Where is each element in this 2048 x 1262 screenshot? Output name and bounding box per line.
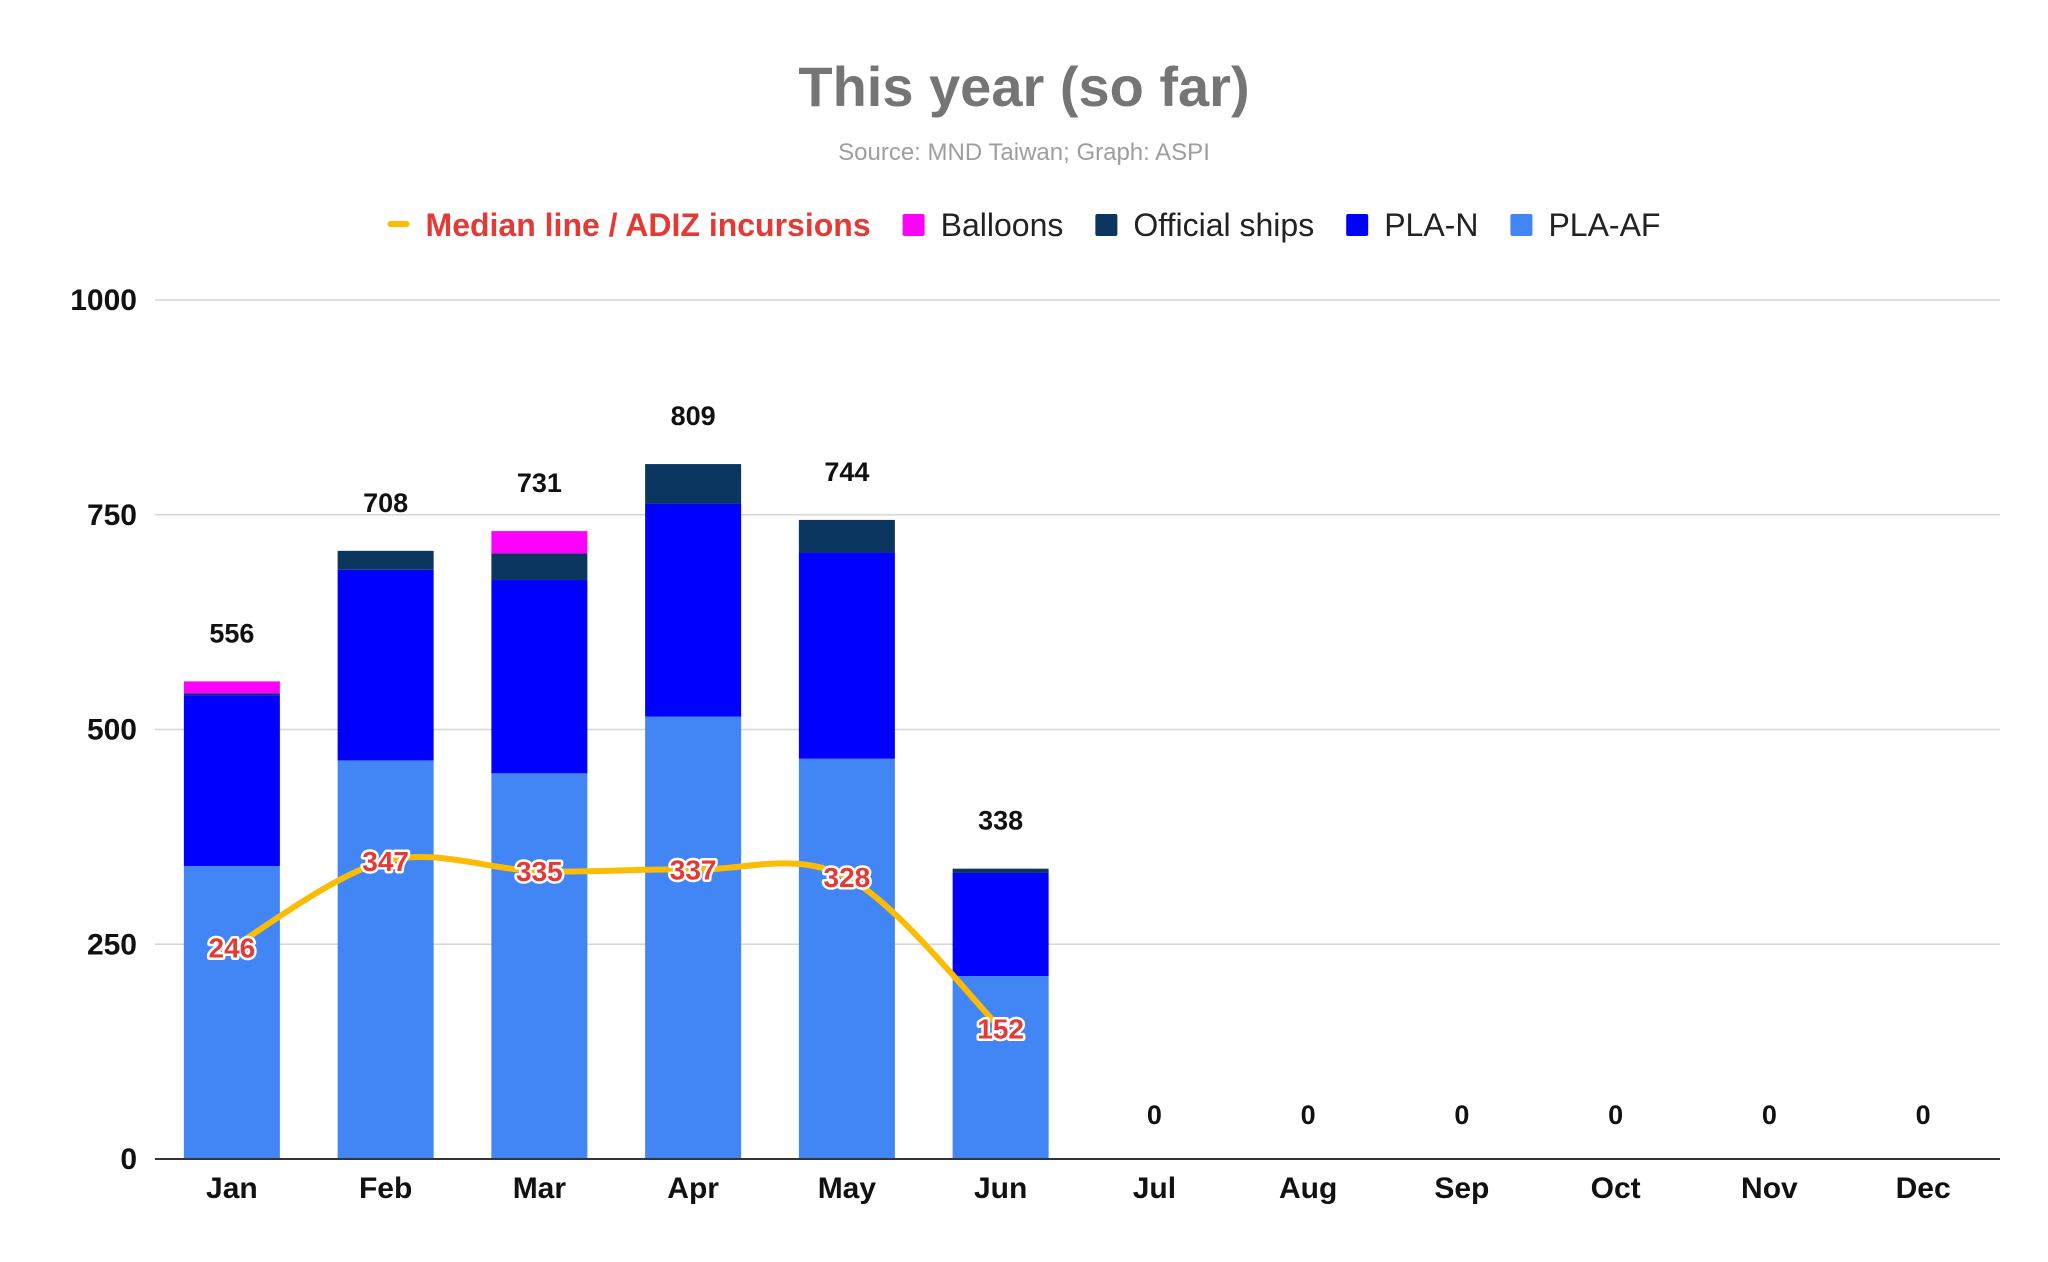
bar-official-ships <box>183 693 280 696</box>
x-tick-label: Aug <box>1279 1172 1337 1205</box>
total-label: 708 <box>363 488 408 518</box>
legend-swatch <box>1510 214 1533 236</box>
x-tick-label: Apr <box>667 1172 719 1205</box>
bar-pla-af <box>645 716 742 1159</box>
x-tick-label: Jan <box>206 1172 258 1205</box>
median-line-label: 328 <box>824 862 871 893</box>
bar-balloons <box>491 531 588 554</box>
y-tick-label: 1000 <box>70 284 137 317</box>
median-line-label: 347 <box>362 846 409 877</box>
median-line-series: 246 347 335 337 328 152 <box>206 843 1026 1047</box>
bar-pla-af <box>337 760 434 1159</box>
x-tick-label: Jul <box>1133 1172 1176 1205</box>
bars <box>183 464 1049 1159</box>
legend-swatch <box>902 214 925 236</box>
legend-item-pla-af: PLA-AF <box>1510 207 1660 243</box>
bar-official-ships <box>798 519 895 553</box>
x-axis-ticks: Jan Feb Mar Apr May Jun Jul Aug Sep Oct Nov Dec <box>206 1172 1951 1205</box>
total-label: 744 <box>824 457 869 487</box>
legend-label: Official ships <box>1133 207 1314 243</box>
y-tick-label: 250 <box>87 928 137 961</box>
x-tick-label: Mar <box>513 1172 567 1205</box>
legend-label: Balloons <box>941 207 1064 243</box>
legend-label: PLA-N <box>1384 207 1478 243</box>
bar-pla-n <box>952 872 1049 977</box>
legend-swatch-line <box>387 221 410 227</box>
x-tick-label: Dec <box>1896 1172 1951 1205</box>
total-label: 0 <box>1301 1100 1316 1130</box>
x-tick-label: Jun <box>974 1172 1027 1205</box>
bar-pla-n <box>337 569 434 761</box>
total-label: 0 <box>1608 1100 1623 1130</box>
median-line-label: 152 <box>977 1013 1024 1044</box>
y-axis-ticks: 0 250 500 750 1000 <box>70 284 137 1176</box>
x-tick-label: Oct <box>1591 1172 1641 1205</box>
bar-official-ships <box>645 464 742 504</box>
bar-pla-n <box>491 580 588 774</box>
y-tick-label: 750 <box>87 499 137 532</box>
legend-label: Median line / ADIZ incursions <box>426 207 871 243</box>
bar-balloons <box>183 681 280 694</box>
chart-title: This year (so far) <box>798 55 1249 118</box>
y-tick-label: 0 <box>120 1143 137 1176</box>
median-line-label: 335 <box>516 856 563 887</box>
bar-official-ships <box>491 553 588 581</box>
gridlines <box>155 299 2000 945</box>
x-tick-label: Feb <box>359 1172 412 1205</box>
total-label: 0 <box>1454 1100 1469 1130</box>
median-line-label: 337 <box>670 855 717 886</box>
bar-pla-af <box>491 773 588 1159</box>
total-label: 556 <box>209 618 254 648</box>
legend-swatch <box>1095 214 1118 236</box>
bar-pla-af <box>183 866 280 1159</box>
legend-label: PLA-AF <box>1548 207 1660 243</box>
bar-pla-n <box>645 503 742 717</box>
y-tick-label: 500 <box>87 714 137 747</box>
total-label: 809 <box>671 401 716 431</box>
median-line-path <box>228 853 1004 1032</box>
chart-subtitle: Source: MND Taiwan; Graph: ASPI <box>838 139 1210 166</box>
total-label: 731 <box>517 468 562 498</box>
bar-pla-af <box>798 758 895 1159</box>
x-tick-label: Nov <box>1741 1172 1798 1205</box>
total-label: 0 <box>1147 1100 1162 1130</box>
bar-official-ships <box>952 868 1049 873</box>
legend-item-official-ships: Official ships <box>1095 207 1314 243</box>
legend: Median line / ADIZ incursions Balloons Off… <box>387 207 1660 243</box>
legend-item-balloons: Balloons <box>902 207 1064 243</box>
bar-pla-n <box>798 552 895 759</box>
legend-item-median-line-adiz-incursions: Median line / ADIZ incursions <box>387 207 871 243</box>
bar-pla-n <box>183 695 280 867</box>
total-label: 338 <box>978 806 1023 836</box>
median-line-label: 246 <box>209 933 256 964</box>
total-label: 0 <box>1916 1100 1931 1130</box>
x-tick-label: Sep <box>1434 1172 1489 1205</box>
x-tick-label: May <box>818 1172 877 1205</box>
legend-swatch <box>1346 214 1369 236</box>
total-labels: 556 708 731 809 744 338 0 0 0 0 0 0 <box>209 401 1930 1130</box>
bar-pla-af <box>952 976 1049 1159</box>
total-label: 0 <box>1762 1100 1777 1130</box>
bar-official-ships <box>337 550 434 570</box>
legend-item-pla-n: PLA-N <box>1346 207 1478 243</box>
